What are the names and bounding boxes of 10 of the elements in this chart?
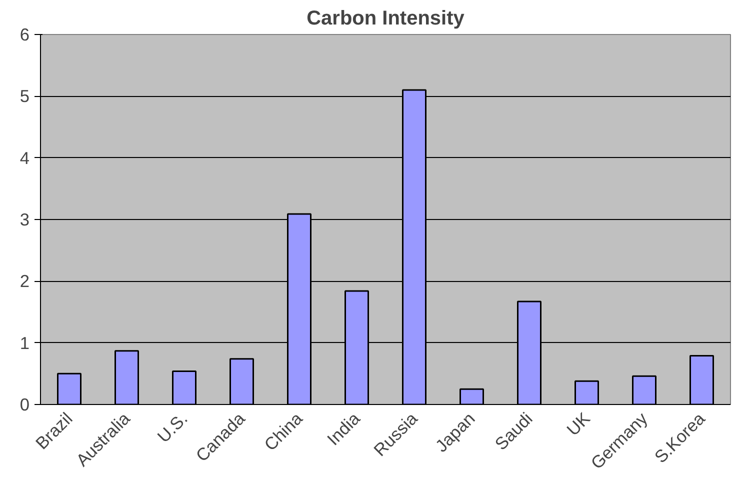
y-tick-label: 0 [20,394,30,414]
y-tick-label: 4 [20,148,30,168]
y-tick-label: 5 [20,86,30,106]
y-tick-label: 1 [20,332,30,353]
y-tick-label: 3 [20,210,30,230]
y-tick-label: 6 [20,24,30,44]
x-tick-label: U.S. [153,408,192,446]
x-tick-label: UK [562,408,594,440]
chart-title: Carbon Intensity [306,8,466,30]
y-tick-label: 2 [20,271,30,292]
